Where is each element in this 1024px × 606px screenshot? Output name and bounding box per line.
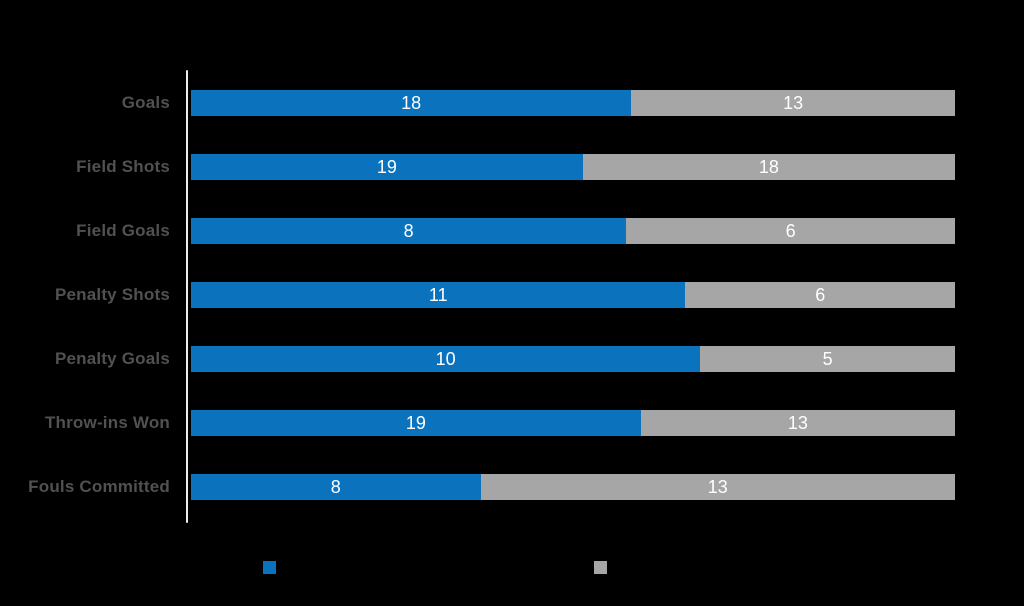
segment-series2: 13 [640, 410, 955, 436]
segment-series2: 13 [631, 90, 955, 116]
segment-series1: 8 [191, 218, 627, 244]
value-label: 10 [435, 349, 456, 369]
bar-row: Field Goals 8 6 [0, 218, 955, 244]
value-label: 19 [376, 157, 397, 177]
value-label: 13 [787, 413, 808, 433]
bar-row: Fouls Committed 8 13 [0, 474, 955, 500]
bar-row: Throw-ins Won 19 13 [0, 410, 955, 436]
value-label: 5 [822, 349, 833, 369]
bar-track: 8 6 [191, 218, 955, 244]
segment-series2: 6 [685, 282, 955, 308]
category-label: Penalty Goals [54, 349, 170, 368]
category-label: Goals [121, 93, 170, 112]
chart-legend [0, 561, 1024, 575]
bar-row: Field Shots 19 18 [0, 154, 955, 180]
value-label: 19 [405, 413, 426, 433]
segment-series1: 19 [191, 154, 583, 180]
legend-swatch-series2 [594, 561, 607, 574]
bar-track: 19 18 [191, 154, 955, 180]
segment-series1: 10 [191, 346, 701, 372]
y-axis-line [186, 70, 188, 523]
bar-row: Penalty Shots 11 6 [0, 282, 955, 308]
value-label: 13 [707, 477, 728, 497]
value-label: 8 [330, 477, 341, 497]
category-label: Field Goals [76, 221, 170, 240]
value-label: 6 [815, 285, 826, 305]
segment-series2: 6 [626, 218, 955, 244]
segment-series1: 8 [191, 474, 481, 500]
bar-track: 19 13 [191, 410, 955, 436]
value-label: 18 [758, 157, 779, 177]
value-label: 8 [403, 221, 414, 241]
bar-track: 10 5 [191, 346, 955, 372]
segment-series1: 11 [191, 282, 686, 308]
legend-swatch-series1 [263, 561, 276, 574]
category-label: Field Shots [76, 157, 170, 176]
bar-rows: Goals 18 13 Field Shots 19 18 Field Goal… [0, 90, 955, 538]
value-label: 13 [783, 93, 804, 113]
bar-row: Goals 18 13 [0, 90, 955, 116]
segment-series2: 5 [700, 346, 955, 372]
bar-track: 18 13 [191, 90, 955, 116]
value-label: 18 [401, 93, 422, 113]
category-label: Throw-ins Won [44, 413, 170, 432]
segment-series2: 18 [582, 154, 955, 180]
category-label: Fouls Committed [28, 477, 170, 496]
value-label: 11 [428, 285, 448, 305]
bar-track: 11 6 [191, 282, 955, 308]
category-label: Penalty Shots [54, 285, 170, 304]
value-label: 6 [785, 221, 796, 241]
bar-row: Penalty Goals 10 5 [0, 346, 955, 372]
segment-series1: 18 [191, 90, 632, 116]
bar-track: 8 13 [191, 474, 955, 500]
segment-series2: 13 [480, 474, 955, 500]
segment-series1: 19 [191, 410, 641, 436]
